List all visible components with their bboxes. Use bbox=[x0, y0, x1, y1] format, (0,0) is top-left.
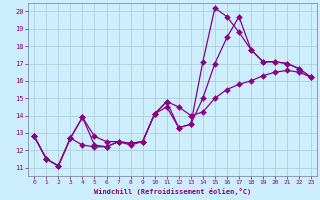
X-axis label: Windchill (Refroidissement éolien,°C): Windchill (Refroidissement éolien,°C) bbox=[94, 188, 251, 195]
